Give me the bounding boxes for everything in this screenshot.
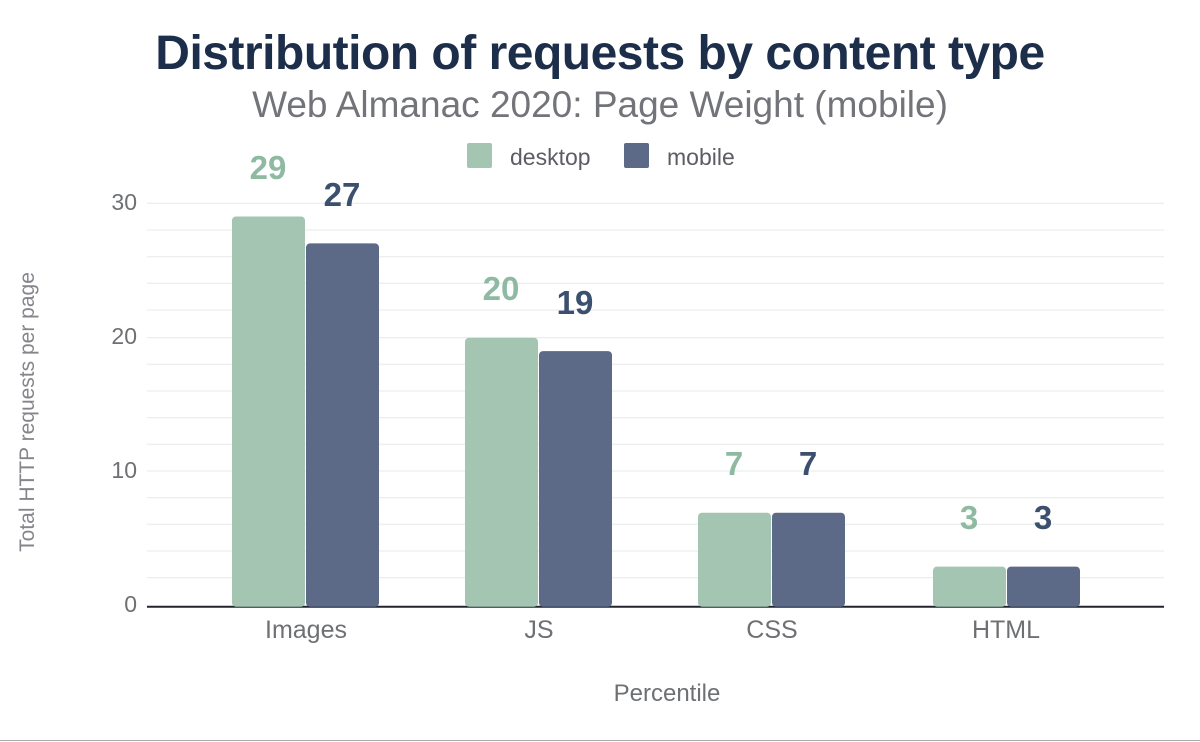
svg-text:Percentile: Percentile — [614, 680, 721, 707]
svg-text:7: 7 — [725, 445, 743, 482]
svg-text:29: 29 — [250, 149, 287, 186]
svg-text:10: 10 — [111, 457, 137, 483]
svg-text:JS: JS — [524, 616, 553, 644]
svg-text:3: 3 — [960, 499, 978, 536]
svg-text:20: 20 — [111, 323, 137, 349]
svg-text:20: 20 — [483, 270, 520, 307]
svg-text:HTML: HTML — [972, 616, 1040, 644]
svg-text:Total HTTP requests per page: Total HTTP requests per page — [16, 272, 39, 552]
svg-text:27: 27 — [324, 176, 361, 213]
svg-text:0: 0 — [124, 591, 137, 617]
svg-text:30: 30 — [111, 189, 137, 215]
svg-text:3: 3 — [1034, 499, 1052, 536]
svg-text:7: 7 — [799, 445, 817, 482]
svg-text:CSS: CSS — [746, 616, 797, 644]
svg-text:19: 19 — [557, 284, 594, 321]
svg-text:Images: Images — [265, 616, 347, 644]
